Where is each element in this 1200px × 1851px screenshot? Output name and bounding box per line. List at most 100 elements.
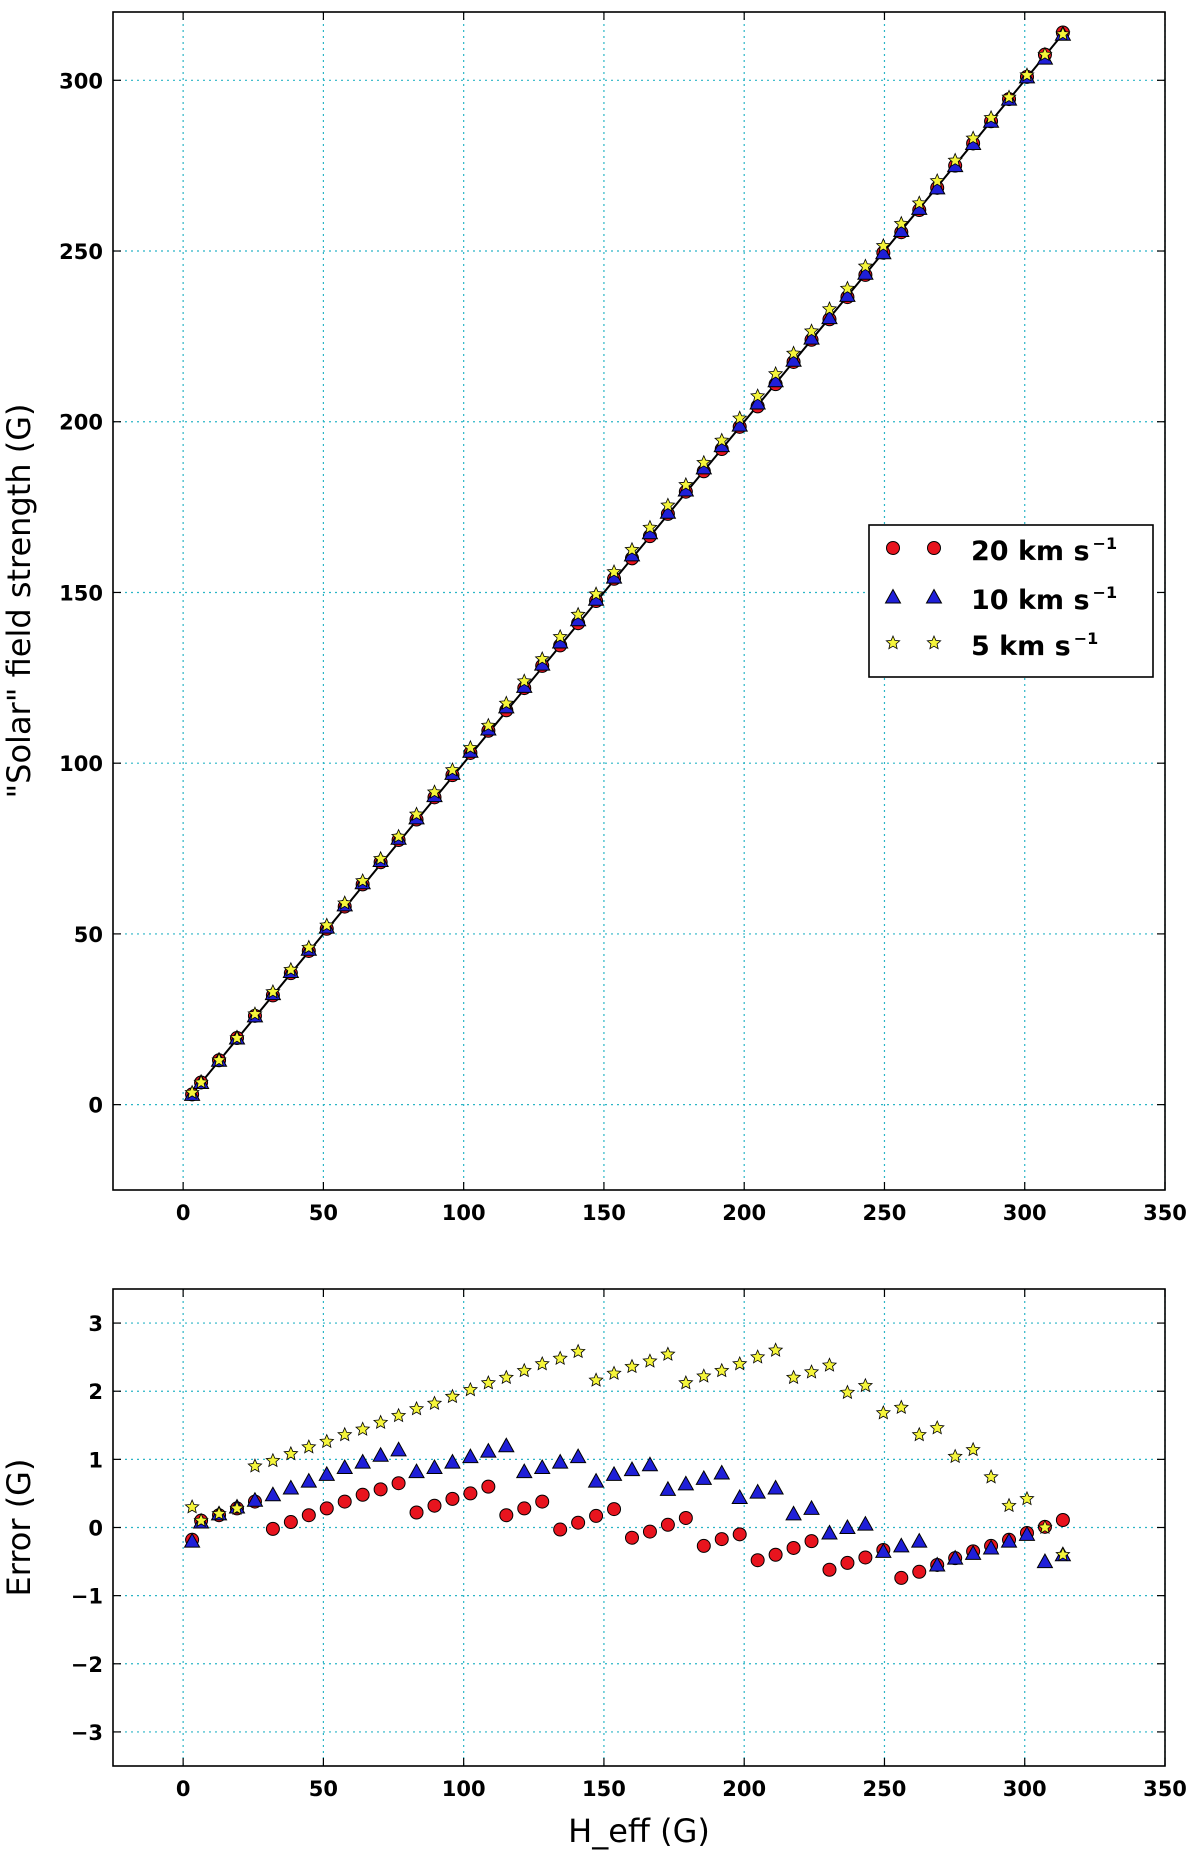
bottom-point-star	[660, 1346, 676, 1361]
bottom-y-tick-label: 1	[88, 1448, 103, 1472]
bottom-x-tick-label: 100	[442, 1777, 486, 1801]
bottom-point-star	[821, 1357, 838, 1372]
top-point-star	[193, 1074, 209, 1089]
bottom-point-triangle	[282, 1479, 300, 1495]
bottom-point-star	[678, 1375, 694, 1390]
top-point-star	[624, 541, 640, 557]
bottom-point-star	[337, 1426, 353, 1442]
bottom-point-circle	[571, 1515, 586, 1530]
top-y-tick-label: 300	[59, 69, 103, 93]
bottom-point-star	[929, 1419, 945, 1435]
bottom-point-circle	[678, 1510, 693, 1525]
bottom-point-circle	[589, 1508, 604, 1523]
bottom-x-tick-label: 0	[176, 1777, 191, 1801]
bottom-point-star	[588, 1372, 604, 1387]
bottom-point-triangle	[695, 1469, 713, 1485]
legend-label-10: 10 km s −1	[971, 583, 1117, 616]
bottom-point-triangle	[767, 1479, 784, 1495]
top-point-star	[480, 717, 496, 733]
bottom-point-triangle	[318, 1465, 336, 1481]
top-point-star	[857, 258, 874, 273]
legend-marker-triangle	[925, 588, 943, 604]
top-point-star	[965, 130, 981, 145]
bottom-point-circle	[642, 1524, 657, 1539]
bottom-point-triangle	[982, 1539, 1000, 1555]
top-point-star	[372, 850, 389, 866]
top-point-star	[785, 345, 802, 360]
top-y-tick-label: 50	[74, 923, 103, 947]
bottom-point-circle	[607, 1502, 622, 1517]
bottom-point-triangle	[246, 1491, 264, 1507]
bottom-point-triangle	[372, 1446, 389, 1462]
top-point-star	[660, 497, 676, 512]
bottom-point-star	[319, 1433, 335, 1449]
bottom-y-tick-label: 2	[88, 1380, 103, 1404]
top-tick-labels: 0 50 100 150 200 250 300 350 0 50 100 150 200 250 300	[59, 12, 1187, 1225]
bottom-point-star	[767, 1342, 784, 1357]
top-point-star	[929, 173, 945, 188]
bottom-point-star	[534, 1355, 550, 1371]
top-x-tick-label: 300	[1003, 1201, 1047, 1225]
top-point-star	[1019, 67, 1035, 82]
bottom-point-circle	[624, 1530, 639, 1545]
bottom-point-star	[390, 1407, 407, 1423]
bottom-point-circle	[355, 1487, 370, 1502]
bottom-point-triangle	[390, 1441, 407, 1457]
top-point-star	[642, 519, 658, 535]
bottom-point-star	[498, 1369, 514, 1385]
top-y-tick-label: 200	[59, 411, 103, 435]
bottom-point-triangle	[183, 1532, 201, 1548]
bottom-point-star	[426, 1395, 443, 1410]
bottom-point-star	[283, 1445, 299, 1461]
top-point-star	[462, 739, 479, 755]
bottom-point-circle	[427, 1498, 442, 1513]
bottom-chart-panel: 0 50 100 150 200 250 300 350 −3 −2 −1 0 1 2 3 Error (G…	[0, 1288, 1187, 1850]
bottom-point-star	[893, 1399, 909, 1415]
bottom-point-star	[301, 1439, 317, 1454]
top-point-star	[947, 152, 963, 168]
top-point-star	[821, 301, 838, 316]
top-point-triangle	[874, 244, 892, 260]
bottom-point-circle	[373, 1482, 388, 1497]
top-point-star	[911, 195, 927, 210]
bottom-point-triangle	[623, 1461, 641, 1477]
top-point-triangle	[749, 394, 767, 410]
top-point-triangle	[928, 179, 946, 195]
top-x-tick-label: 250	[863, 1201, 907, 1225]
bottom-point-star	[1001, 1497, 1017, 1513]
top-point-triangle	[839, 286, 856, 302]
bottom-data-points	[183, 1342, 1072, 1585]
bottom-point-circle	[912, 1564, 927, 1579]
top-point-star	[265, 983, 281, 999]
bottom-point-circle	[337, 1494, 352, 1509]
bottom-point-triangle	[515, 1463, 533, 1479]
bottom-y-tick-label: −1	[71, 1585, 103, 1609]
bottom-point-triangle	[803, 1499, 820, 1515]
top-x-tick-label: 0	[176, 1201, 191, 1225]
top-point-star	[1055, 26, 1071, 41]
top-point-star	[696, 454, 712, 470]
bottom-point-star	[983, 1469, 999, 1484]
bottom-point-circle	[894, 1570, 909, 1585]
bottom-x-tick-label: 50	[309, 1777, 338, 1801]
bottom-point-circle	[786, 1540, 801, 1555]
bottom-point-star	[355, 1421, 371, 1436]
bottom-point-triangle	[480, 1442, 497, 1458]
bottom-point-star	[839, 1384, 856, 1400]
bottom-point-star	[714, 1362, 730, 1378]
bottom-point-triangle	[713, 1464, 731, 1480]
bottom-point-triangle	[857, 1515, 874, 1531]
bottom-point-star	[875, 1405, 891, 1420]
bottom-point-star	[732, 1355, 748, 1371]
bottom-point-triangle	[408, 1463, 425, 1479]
bottom-point-star	[947, 1448, 963, 1464]
bottom-point-triangle	[821, 1524, 838, 1540]
bottom-point-star	[911, 1426, 927, 1442]
top-point-star	[390, 828, 407, 844]
top-point-star	[732, 410, 748, 425]
top-point-star	[1037, 46, 1053, 62]
bottom-point-star	[570, 1343, 586, 1359]
legend: 20 km s −1 10 km s −1 5 km s −1	[868, 524, 1154, 678]
bottom-point-triangle	[659, 1480, 677, 1496]
top-x-tick-label: 350	[1143, 1201, 1187, 1225]
